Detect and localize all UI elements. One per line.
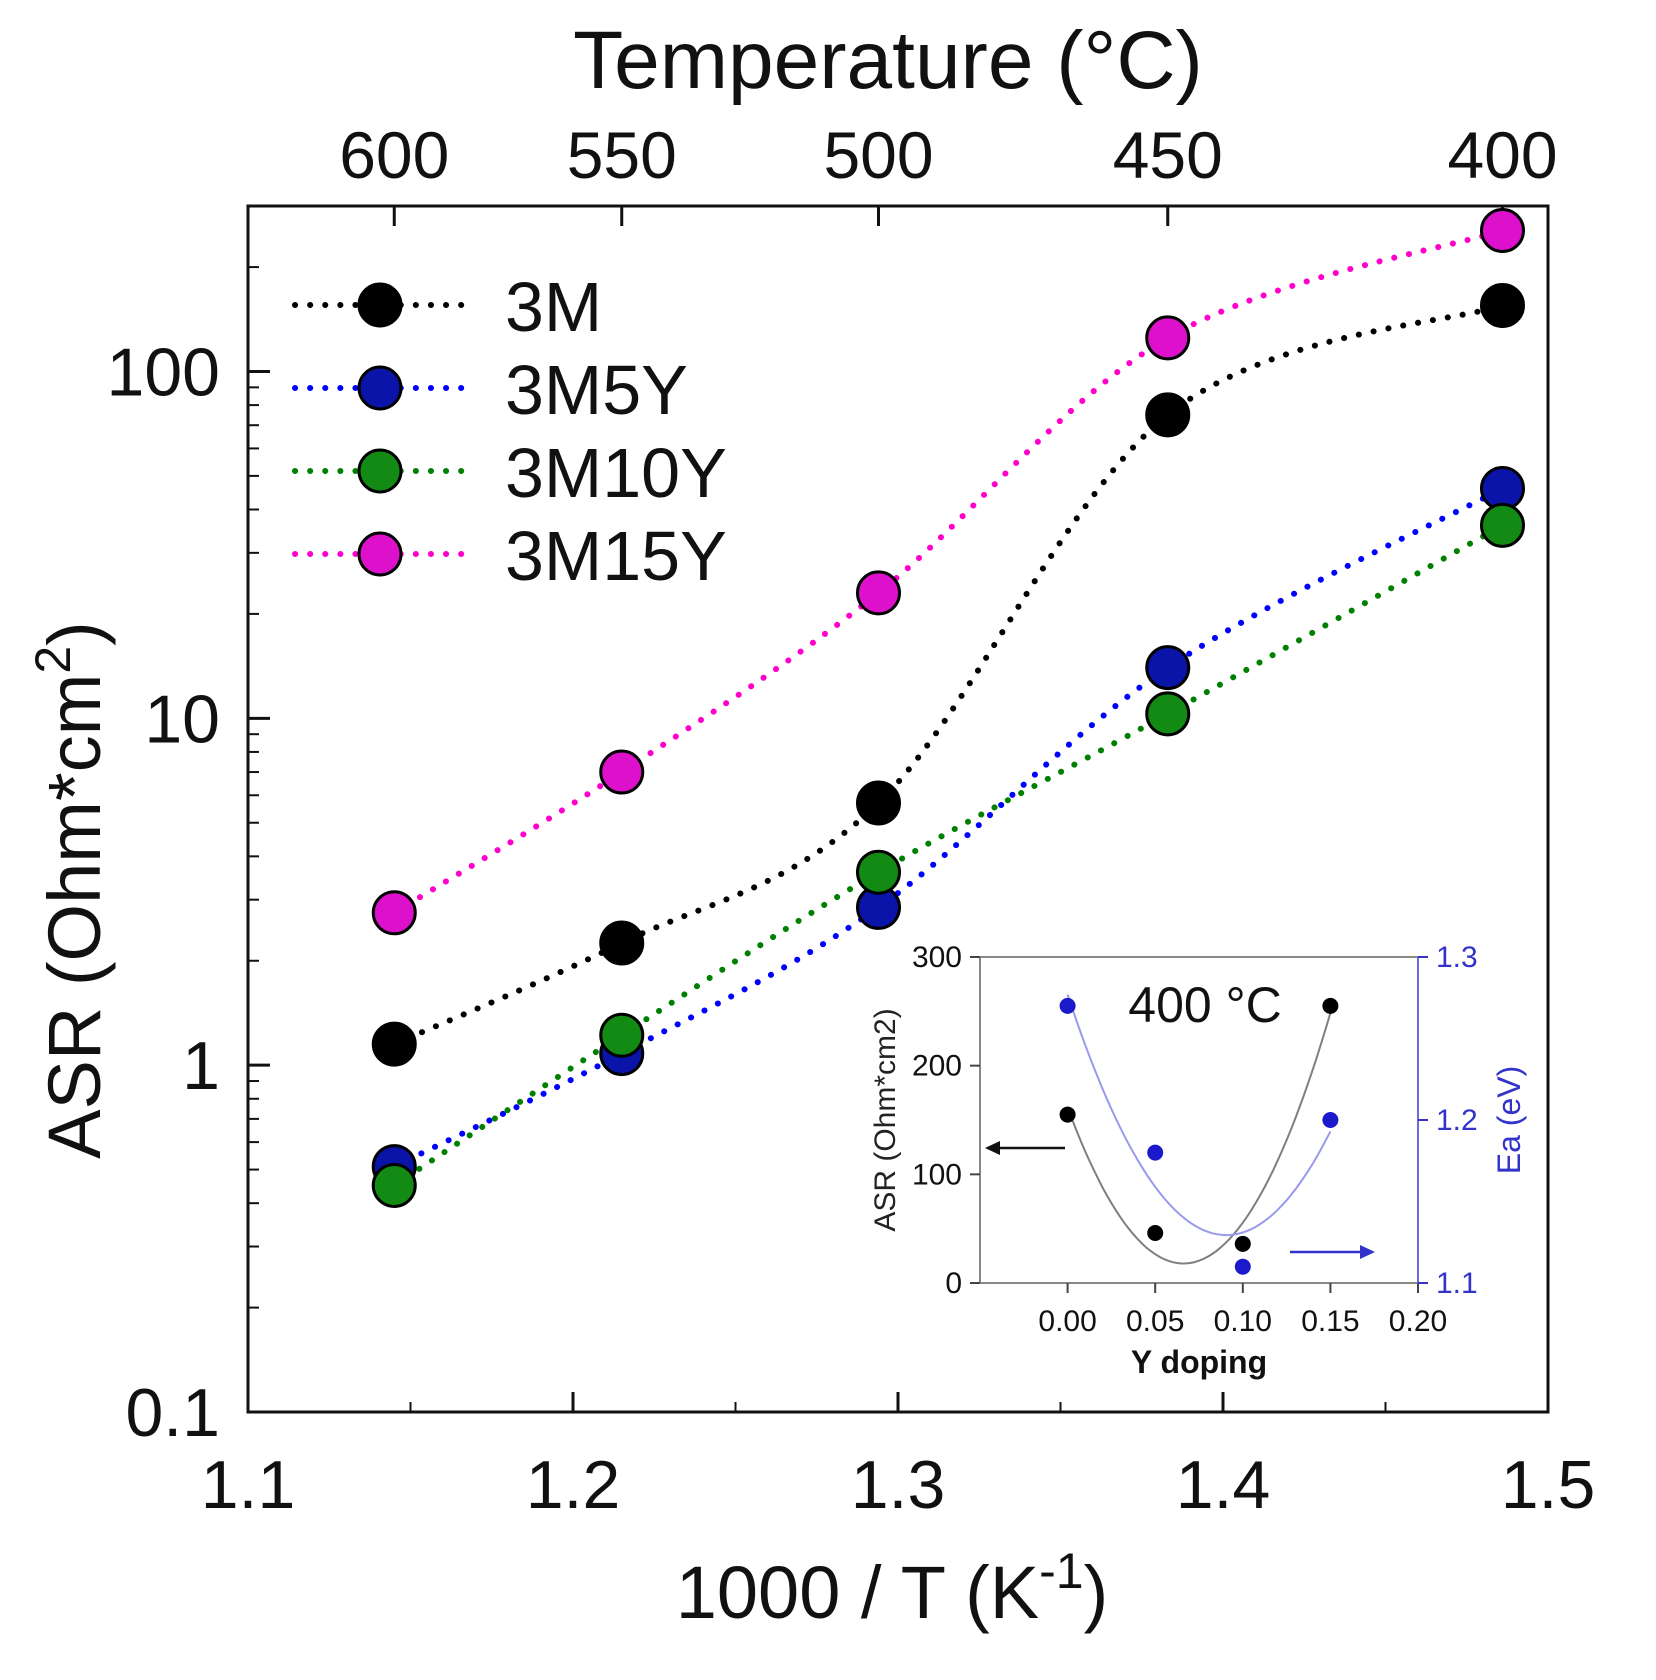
series-line-3M [391,302,1506,1048]
inset-x-tick-label: 0.15 [1301,1305,1359,1338]
y-axis-title-sup: 2 [25,646,81,674]
inset-y-right-tick-label: 1.1 [1436,1267,1478,1300]
inset-y-tick-label: 0 [945,1267,962,1300]
inset-x-tick-label: 0.10 [1214,1305,1272,1338]
inset-point-Ea [1147,1144,1164,1161]
point-3M10Y [1480,502,1525,548]
inset-x-axis-title: Y doping [1131,1344,1267,1380]
inset-point-ASR [1322,997,1339,1014]
inset-point-Ea [1322,1112,1339,1128]
point-3M [599,920,645,966]
inset-point-Ea [1059,997,1076,1014]
point-3M10Y [371,1162,417,1208]
point-3M15Y [856,570,901,616]
legend-marker-3M5Y [357,365,403,411]
inset-left-arrowhead [985,1141,1000,1155]
inset-y-tick-label: 300 [912,941,962,974]
legend-label: 3M5Y [505,351,688,429]
legend-label: 3M15Y [505,517,727,595]
point-3M [371,1021,417,1067]
main-plot-area: 1.1 1.2 1.3 1.4 1.5 600 550 500 450 400 0.1 1 10 100 [107,118,1596,1523]
inset-fit-curve-Ea [1066,994,1332,1237]
series-line-3M5Y [391,485,1506,1170]
x-tick-label: 1.1 [201,1447,296,1523]
point-3M [1145,392,1191,438]
x-axis-title-suffix: ) [1084,1551,1109,1634]
inset-fit-curve-ASR [1066,1012,1332,1265]
legend-label: 3M [505,268,602,346]
point-3M15Y [1145,315,1191,361]
inset-x-tick-label: 0.00 [1038,1305,1096,1338]
x-tick-label: 1.5 [1501,1447,1596,1523]
inset-x-tick-label: 0.05 [1126,1305,1184,1338]
point-3M [1480,282,1525,328]
y-axis-title-suffix: ) [33,621,116,646]
y-axis-title-main: ASR (Ohm*cm [33,674,116,1159]
top-tick-label: 550 [567,118,677,192]
legend-marker-3M15Y [357,531,403,577]
top-axis-title: Temperature (°C) [573,15,1203,106]
inset-y-right-tick-label: 1.2 [1436,1104,1478,1137]
point-3M15Y [599,749,645,795]
top-tick-label: 600 [339,118,449,192]
top-tick-label: 450 [1113,118,1223,192]
point-3M [856,780,901,826]
inset-y-tick-label: 200 [912,1050,962,1083]
inset-point-ASR [1059,1106,1076,1123]
inset-point-Ea [1234,1258,1251,1275]
y-tick-label: 1 [182,1028,220,1104]
top-tick-label: 500 [823,118,933,192]
inset-y-tick-label: 100 [912,1158,962,1191]
x-axis-title-main: 1000 / T (K [676,1551,1039,1634]
inset-y-right-tick-label: 1.3 [1436,941,1478,974]
x-tick-label: 1.4 [1176,1447,1271,1523]
inset-y-right-axis-title: Ea (eV) [1491,1066,1527,1174]
x-axis-title-sup: -1 [1039,1543,1083,1599]
x-axis-title: 1000 / T (K-1) [676,1543,1109,1634]
top-tick-label: 400 [1447,118,1557,192]
y-tick-label: 10 [144,681,220,757]
point-3M5Y [1145,645,1191,691]
inset-right-arrowhead [1360,1245,1375,1259]
series-line-3M10Y [391,522,1506,1189]
point-3M15Y [371,890,417,936]
point-3M15Y [1480,207,1525,253]
inset-annotation: 400 °C [1128,977,1281,1033]
legend-marker-3M10Y [357,448,403,494]
point-3M10Y [599,1012,645,1058]
inset-point-ASR [1234,1235,1251,1252]
inset-background [974,951,1424,1289]
y-axis-title: ASR (Ohm*cm2) [25,621,116,1159]
y-tick-label: 0.1 [125,1375,220,1451]
legend-label: 3M10Y [505,434,727,512]
x-tick-label: 1.2 [526,1447,621,1523]
inset-x-tick-label: 0.20 [1389,1305,1447,1338]
inset-chart: 0.00 0.05 0.10 0.15 0.20 0 100 200 300 1.1 1.2 1.3 Y… [869,941,1527,1380]
inset-y-axis-title: ASR (Ohm*cm2) [869,1008,902,1231]
y-tick-label: 100 [107,334,220,410]
point-3M10Y [856,849,901,895]
point-3M10Y [1145,691,1191,737]
inset-point-ASR [1147,1225,1164,1242]
legend-marker-3M [357,282,403,328]
x-tick-label: 1.3 [851,1447,946,1523]
